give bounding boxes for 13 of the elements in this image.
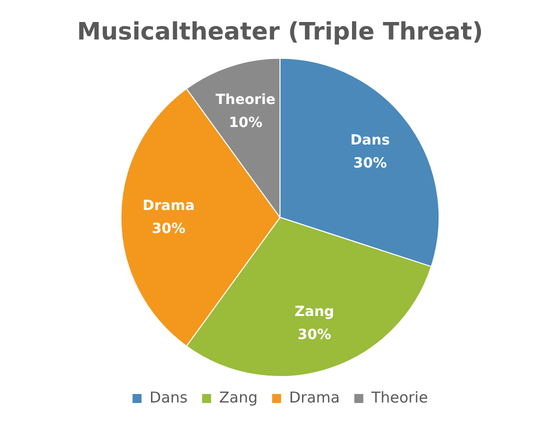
data-label: 10% [228,115,262,132]
legend-label: Dans [150,388,188,406]
legend-label: Drama [289,388,340,406]
slice-label: Theorie [216,92,276,108]
data-label: 30% [152,221,186,238]
slice-label: Drama [142,198,195,214]
legend-label: Zang [219,388,258,406]
legend-label: Theorie [370,388,428,406]
slice-label: Zang [294,304,334,320]
chart-title: Musicaltheater (Triple Threat) [76,18,484,46]
data-label: 30% [353,156,387,172]
slice-label: Dans [350,132,390,149]
data-label: 30% [298,326,332,343]
